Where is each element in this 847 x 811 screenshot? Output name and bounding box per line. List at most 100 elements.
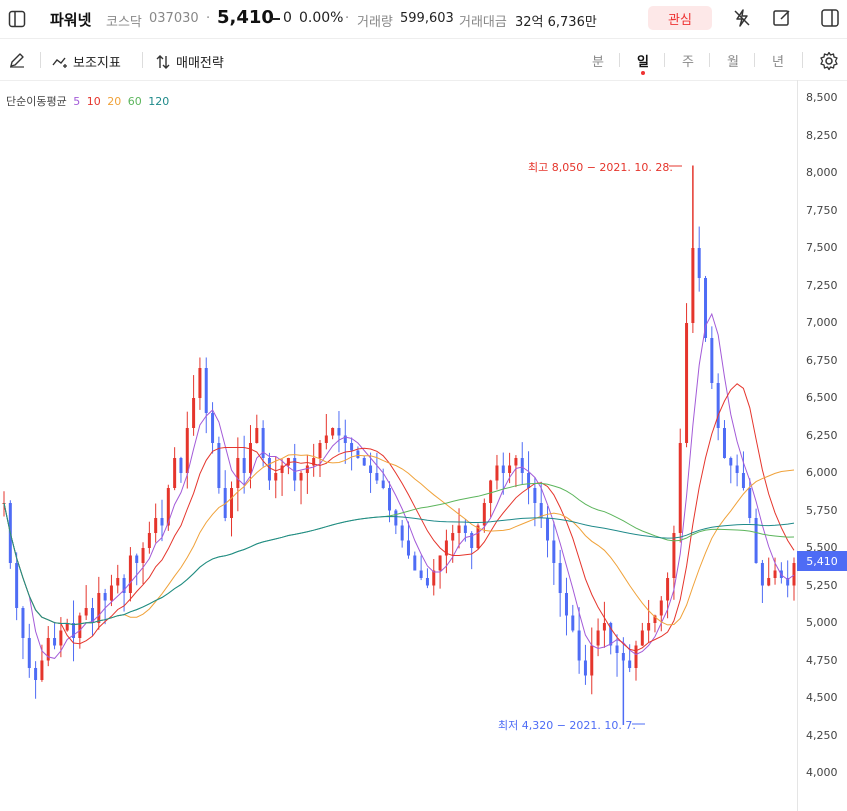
candle-body xyxy=(255,428,259,443)
low-annotation: 최저 4,320 − 2021. 10. 7. xyxy=(498,719,636,732)
candle-body xyxy=(533,488,537,503)
candle-body xyxy=(46,638,50,661)
candle-body xyxy=(116,578,120,586)
candle-body xyxy=(583,660,587,676)
candle-body xyxy=(267,458,271,481)
candle-body xyxy=(678,443,682,533)
price-tick-label: 6,500 xyxy=(806,391,838,404)
candle-body xyxy=(501,465,505,473)
candle-body xyxy=(350,443,354,451)
candle-body xyxy=(78,615,82,638)
period-week[interactable]: 주 xyxy=(682,55,694,70)
candle-body xyxy=(571,615,575,631)
candle-body xyxy=(141,548,145,563)
candle-body xyxy=(710,338,714,383)
candle-body xyxy=(754,518,758,563)
edit-square-icon[interactable] xyxy=(770,6,794,30)
candle-body xyxy=(735,465,739,473)
candle-body xyxy=(280,465,284,473)
candle-body xyxy=(419,570,423,578)
candle-body xyxy=(621,653,625,661)
indicator-label: 보조지표 xyxy=(73,56,121,71)
sidebar-toggle-icon[interactable] xyxy=(6,8,28,30)
candle-body xyxy=(394,510,398,526)
candlestick-chart[interactable] xyxy=(0,80,797,811)
price-tick-label: 5,000 xyxy=(806,616,838,629)
candle-body xyxy=(337,428,341,436)
candle-body xyxy=(362,458,366,466)
candle-body xyxy=(343,435,347,443)
sort-arrows-icon xyxy=(156,54,170,69)
period-day[interactable]: 일 xyxy=(637,55,649,70)
pencil-icon[interactable] xyxy=(6,49,28,71)
candle-body xyxy=(590,645,594,676)
price-change: 0 xyxy=(283,10,292,26)
ma-10-label: 10 xyxy=(86,95,101,108)
favorite-button[interactable]: 관심 xyxy=(648,6,712,30)
candle-body xyxy=(147,533,151,548)
candle-body xyxy=(640,630,644,646)
indicator-button[interactable]: 보조지표 xyxy=(52,52,121,71)
candle-body xyxy=(173,458,177,488)
candle-body xyxy=(558,563,562,593)
current-price: 5,410 xyxy=(217,7,274,28)
price-tick-label: 7,250 xyxy=(806,278,838,292)
candle-body xyxy=(520,458,524,473)
candle-body xyxy=(406,540,410,556)
candle-body xyxy=(65,623,69,631)
candle-body xyxy=(72,623,76,638)
ma-20-label: 20 xyxy=(107,95,122,108)
candle-body xyxy=(432,570,436,586)
candle-body xyxy=(274,473,278,481)
stock-code: 037030 xyxy=(149,11,199,26)
period-year[interactable]: 년 xyxy=(772,55,784,70)
candle-body xyxy=(299,473,303,481)
candle-body xyxy=(375,473,379,481)
candle-body xyxy=(318,443,322,458)
period-month[interactable]: 월 xyxy=(727,55,739,70)
candle-body xyxy=(444,540,448,556)
candle-body xyxy=(122,578,126,593)
candle-body xyxy=(192,398,196,428)
top-header: 파워넷 코스닥 037030 · 5,410 0 0.00% · 거래량 599… xyxy=(0,0,847,39)
market-label: 코스닥 xyxy=(106,15,142,30)
chart-toolbar: 보조지표 매매전략 분 일 주 월 년 xyxy=(0,40,847,81)
period-minute[interactable]: 분 xyxy=(592,55,604,70)
candle-body xyxy=(451,533,455,541)
panel-icon[interactable] xyxy=(818,6,842,30)
price-tick-label: 7,500 xyxy=(806,241,838,254)
candle-body xyxy=(261,428,265,458)
candle-body xyxy=(470,533,474,548)
price-tick-label: 7,000 xyxy=(806,316,838,329)
strategy-button[interactable]: 매매전략 xyxy=(155,52,224,71)
candle-body xyxy=(552,540,556,563)
indicator-icon xyxy=(52,57,67,68)
candle-body xyxy=(546,518,550,541)
candle-body xyxy=(716,383,720,428)
trade-value-label: 거래대금 xyxy=(459,15,507,30)
candle-body xyxy=(659,600,663,616)
candle-body xyxy=(786,578,790,586)
candle-body xyxy=(514,458,518,466)
candle-body xyxy=(230,488,234,518)
candle-body xyxy=(166,488,170,526)
candle-body xyxy=(697,248,701,278)
settings-gear-icon[interactable] xyxy=(817,49,841,73)
candle-body xyxy=(438,555,442,571)
candle-body xyxy=(634,645,638,668)
candle-body xyxy=(463,525,467,533)
price-tick-label: 5,750 xyxy=(806,503,838,517)
ma-10-line xyxy=(3,383,795,652)
candle-body xyxy=(729,458,733,466)
candle-body xyxy=(242,458,246,473)
candle-body xyxy=(653,615,657,623)
price-tick-label: 4,500 xyxy=(806,691,838,704)
candle-body xyxy=(425,578,429,586)
candle-body xyxy=(135,555,139,563)
stock-name: 파워넷 xyxy=(50,11,92,29)
candle-body xyxy=(198,368,202,398)
candle-body xyxy=(413,555,417,571)
lightning-off-icon[interactable] xyxy=(730,6,754,30)
ma-60-label: 60 xyxy=(127,95,142,108)
candle-body xyxy=(248,443,252,473)
